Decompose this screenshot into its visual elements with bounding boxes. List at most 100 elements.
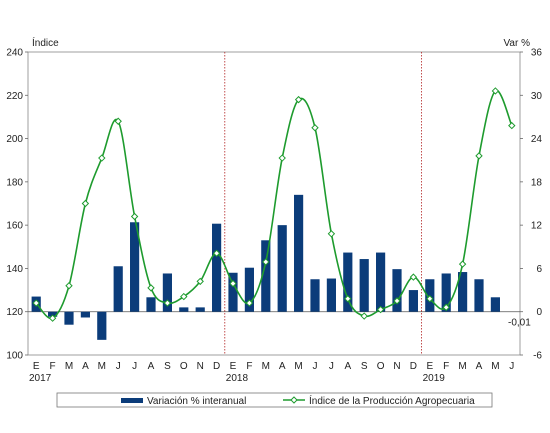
bar bbox=[359, 259, 369, 312]
line-point-marker bbox=[294, 95, 303, 104]
bar bbox=[244, 267, 254, 312]
left-tick-label: 200 bbox=[6, 134, 23, 145]
bar bbox=[80, 311, 90, 318]
left-axis-title: Índice bbox=[32, 36, 59, 49]
legend-bar-swatch bbox=[121, 398, 143, 403]
month-tick-label: M bbox=[262, 361, 270, 372]
line-point-marker bbox=[376, 305, 385, 314]
left-tick-label: 220 bbox=[6, 91, 23, 102]
legend-layer: Variación % interanual Índice de la Produ… bbox=[56, 392, 493, 408]
month-tick-label: F bbox=[50, 361, 56, 372]
bar bbox=[441, 273, 451, 312]
month-tick-label: A bbox=[148, 361, 155, 372]
line-point-marker bbox=[212, 249, 221, 257]
month-tick-label: A bbox=[476, 361, 483, 372]
line-point-marker bbox=[32, 299, 40, 307]
line-point-marker bbox=[130, 212, 139, 221]
line-point-marker bbox=[344, 295, 352, 303]
month-tick-label: D bbox=[213, 361, 220, 372]
legend-line-label: Índice de la Producción Agropecuaria bbox=[309, 394, 475, 407]
month-tick-label: A bbox=[344, 361, 351, 372]
line-point-marker bbox=[409, 273, 418, 281]
line-point-marker bbox=[278, 154, 286, 162]
bar bbox=[277, 225, 287, 312]
year-label: 2019 bbox=[423, 373, 446, 384]
month-tick-label: O bbox=[180, 361, 188, 372]
left-tick-label: 120 bbox=[6, 307, 23, 318]
month-tick-label: J bbox=[132, 361, 137, 372]
month-tick-label: S bbox=[164, 361, 171, 372]
bar bbox=[408, 290, 418, 312]
year-label: 2017 bbox=[29, 373, 52, 384]
line-point-marker bbox=[426, 295, 434, 303]
month-tick-label: M bbox=[491, 361, 499, 372]
bars-layer bbox=[31, 194, 500, 340]
bar bbox=[97, 311, 107, 340]
legend-line-marker bbox=[290, 396, 298, 404]
month-tick-label: E bbox=[230, 361, 237, 372]
bar bbox=[195, 307, 205, 312]
month-tick-label: J bbox=[329, 361, 334, 372]
index-line bbox=[35, 89, 513, 320]
bar bbox=[343, 252, 353, 312]
line-point-marker bbox=[262, 258, 270, 266]
annotation-label: -0,01 bbox=[508, 318, 531, 329]
line-point-marker bbox=[442, 303, 450, 312]
line-point-marker bbox=[458, 260, 467, 268]
bar bbox=[474, 279, 484, 312]
legend-box bbox=[56, 392, 493, 408]
line-point-marker bbox=[48, 314, 57, 322]
month-tick-label: M bbox=[65, 361, 73, 372]
left-tick-label: 240 bbox=[6, 48, 23, 59]
line-point-marker bbox=[327, 230, 336, 238]
right-tick-label: 36 bbox=[531, 48, 543, 59]
bar bbox=[113, 266, 123, 312]
year-label: 2018 bbox=[226, 373, 249, 384]
month-tick-label: F bbox=[246, 361, 252, 372]
month-tick-label: M bbox=[294, 361, 302, 372]
left-tick-label: 160 bbox=[6, 221, 23, 232]
bar bbox=[64, 311, 74, 325]
axes-layer bbox=[25, 51, 523, 356]
right-tick-label: -6 bbox=[533, 351, 542, 362]
right-tick-label: 12 bbox=[531, 221, 543, 232]
bar bbox=[162, 273, 172, 312]
line-point-marker bbox=[147, 284, 155, 292]
bar bbox=[48, 311, 58, 317]
month-tick-label: J bbox=[509, 361, 514, 372]
plot-frame bbox=[27, 51, 521, 356]
month-tick-label: D bbox=[410, 361, 417, 372]
month-tick-label: F bbox=[443, 361, 449, 372]
line-point-marker bbox=[65, 282, 73, 290]
bar bbox=[310, 279, 320, 312]
line-point-marker bbox=[180, 292, 188, 301]
left-tick-label: 180 bbox=[6, 177, 23, 188]
labels-layer: 100 120 140 160 180 200 220 240 -6 0 6 12 18 24 30 36 Ín… bbox=[6, 36, 542, 384]
line-point-marker bbox=[81, 199, 90, 208]
bar bbox=[261, 240, 271, 312]
right-tick-label: 30 bbox=[531, 91, 543, 102]
bar bbox=[376, 252, 386, 312]
line-point-marker bbox=[245, 299, 254, 307]
month-tick-label: E bbox=[426, 361, 433, 372]
bar bbox=[212, 223, 222, 312]
right-axis-title: Var % bbox=[504, 38, 531, 49]
month-tick-label: N bbox=[197, 361, 204, 372]
right-tick-label: 24 bbox=[531, 134, 543, 145]
line-point-marker bbox=[114, 117, 122, 125]
right-tick-label: 6 bbox=[536, 264, 542, 275]
line-point-marker bbox=[360, 312, 368, 320]
bar bbox=[294, 194, 304, 312]
line-point-marker bbox=[508, 121, 516, 130]
month-tick-label: O bbox=[377, 361, 385, 372]
month-tick-label: M bbox=[458, 361, 466, 372]
bar bbox=[458, 272, 468, 312]
line-point-marker bbox=[98, 154, 106, 162]
right-tick-label: 0 bbox=[536, 307, 542, 318]
line-point-marker bbox=[163, 299, 172, 307]
line-point-marker bbox=[393, 297, 401, 305]
right-tick-label: 18 bbox=[531, 177, 543, 188]
bar bbox=[179, 307, 189, 312]
